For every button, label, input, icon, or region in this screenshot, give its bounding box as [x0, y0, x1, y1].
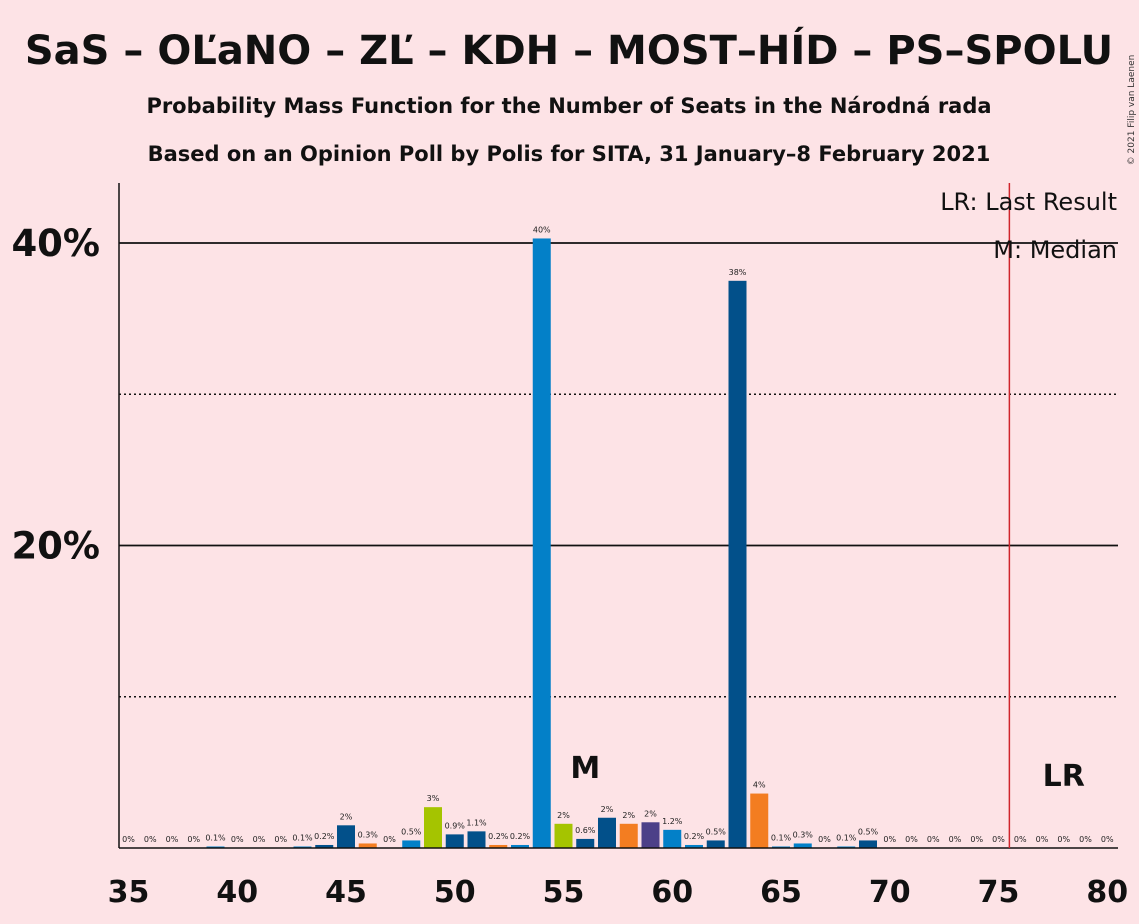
x-tick-label: 50 [434, 875, 476, 910]
median-marker: M [570, 751, 600, 786]
bar [402, 840, 421, 848]
bar-value-label: 0.5% [401, 827, 422, 836]
bar-value-label: 2% [557, 811, 570, 820]
y-tick-label: 20% [11, 525, 100, 568]
x-tick-label: 75 [978, 875, 1020, 910]
x-tick-label: 80 [1086, 875, 1128, 910]
last-result-marker: LR [1043, 759, 1085, 794]
x-tick-label: 45 [325, 875, 367, 910]
bar-value-label: 0.3% [793, 830, 814, 839]
bar [315, 844, 334, 848]
bar [467, 831, 486, 848]
bar [576, 838, 595, 848]
bar-value-label: 1.1% [466, 818, 487, 827]
bar-value-label: 0% [818, 835, 831, 844]
bar-value-label: 0.5% [858, 827, 879, 836]
bar-value-label: 0.2% [684, 832, 705, 841]
x-tick-label: 60 [651, 875, 693, 910]
bar-value-label: 0.3% [358, 830, 379, 839]
bar-value-label: 0.2% [314, 832, 335, 841]
bar-value-label: 3% [427, 794, 440, 803]
bar [750, 793, 769, 848]
bar-value-label: 0% [905, 835, 918, 844]
bar-value-label: 2% [601, 805, 614, 814]
bar [445, 834, 464, 848]
bar [793, 843, 812, 848]
bar-value-label: 2% [622, 811, 635, 820]
bar [337, 825, 355, 848]
bar [532, 238, 551, 848]
bar [641, 822, 660, 848]
bar [685, 844, 703, 848]
chart-title: SaS – OĽaNO – ZĽ – KDH – MOST–HÍD – PS–S… [25, 26, 1113, 74]
bar [772, 846, 790, 848]
bar-value-label: 0% [949, 835, 962, 844]
bar-value-label: 0.1% [836, 833, 857, 842]
bar-value-label: 0.5% [706, 827, 727, 836]
bar-value-label: 0% [122, 835, 135, 844]
bar-value-label: 0.6% [575, 826, 596, 835]
axes [118, 183, 1118, 849]
bar-value-label: 0% [383, 835, 396, 844]
bar-value-label: 0% [187, 835, 200, 844]
copyright-note: © 2021 Filip van Laenen [1127, 55, 1137, 166]
bar [554, 823, 573, 848]
bar [663, 829, 682, 848]
bar-value-label: 0% [1101, 835, 1114, 844]
bar-value-label: 0% [1079, 835, 1092, 844]
bar-value-label: 0.2% [510, 832, 531, 841]
grid-lines [119, 242, 1118, 698]
bar-value-label: 4% [753, 781, 766, 790]
bar [206, 846, 225, 848]
bar [293, 846, 312, 848]
bar-value-label: 0% [883, 835, 896, 844]
x-tick-label: 35 [108, 875, 150, 910]
bar-series [206, 238, 877, 848]
bar [424, 807, 442, 848]
bar-value-label: 0% [1057, 835, 1070, 844]
bar-value-label: 0% [927, 835, 940, 844]
bar-value-labels: 0% 0% 0% 0% 0.1% 0% 0% 0% 0.1% 0.2%2%0.3%0%0.5%3%… [122, 225, 1114, 844]
bar-value-label: 0% [1036, 835, 1049, 844]
bar [619, 823, 638, 848]
bar-value-label: 1.2% [662, 817, 683, 826]
bar-value-label: 2% [644, 809, 657, 818]
bar-value-label: 0% [274, 835, 287, 844]
bar-value-label: 40% [533, 225, 551, 234]
bar-value-label: 0% [992, 835, 1005, 844]
x-tick-label: 40 [216, 875, 258, 910]
y-tick-labels: 20% 40% [11, 222, 100, 568]
bar-value-label: 0.1% [771, 833, 792, 842]
y-tick-label: 40% [11, 222, 100, 265]
bar-value-label: 0% [970, 835, 983, 844]
chart-subtitle-source: Based on an Opinion Poll by Polis for SI… [148, 142, 991, 166]
bar-value-label: 0.9% [445, 821, 466, 830]
x-tick-labels: 35 40 45 50 55 60 65 70 75 80 [108, 875, 1129, 910]
bar-value-label: 0% [1014, 835, 1027, 844]
bar [706, 840, 725, 848]
bar-value-label: 0.2% [488, 832, 509, 841]
bar-value-label: 0% [231, 835, 244, 844]
bar [489, 844, 508, 848]
x-tick-label: 70 [869, 875, 911, 910]
bar [728, 280, 747, 848]
chart-subtitle: Probability Mass Function for the Number… [146, 94, 991, 118]
bar-value-label: 2% [340, 812, 353, 821]
bar-value-label: 0.1% [292, 833, 313, 842]
bar [511, 844, 529, 848]
bar [837, 846, 856, 848]
x-tick-label: 55 [543, 875, 585, 910]
bar-value-label: 0% [253, 835, 266, 844]
legend-median: M: Median [993, 236, 1117, 264]
bar [358, 843, 377, 848]
legend-last-result: LR: Last Result [940, 188, 1117, 216]
bar-value-label: 0.1% [205, 833, 226, 842]
bar-value-label: 38% [729, 268, 747, 277]
bar [598, 817, 616, 848]
bar [859, 840, 877, 848]
x-tick-label: 65 [760, 875, 802, 910]
bar-value-label: 0% [166, 835, 179, 844]
bar-value-label: 0% [144, 835, 157, 844]
